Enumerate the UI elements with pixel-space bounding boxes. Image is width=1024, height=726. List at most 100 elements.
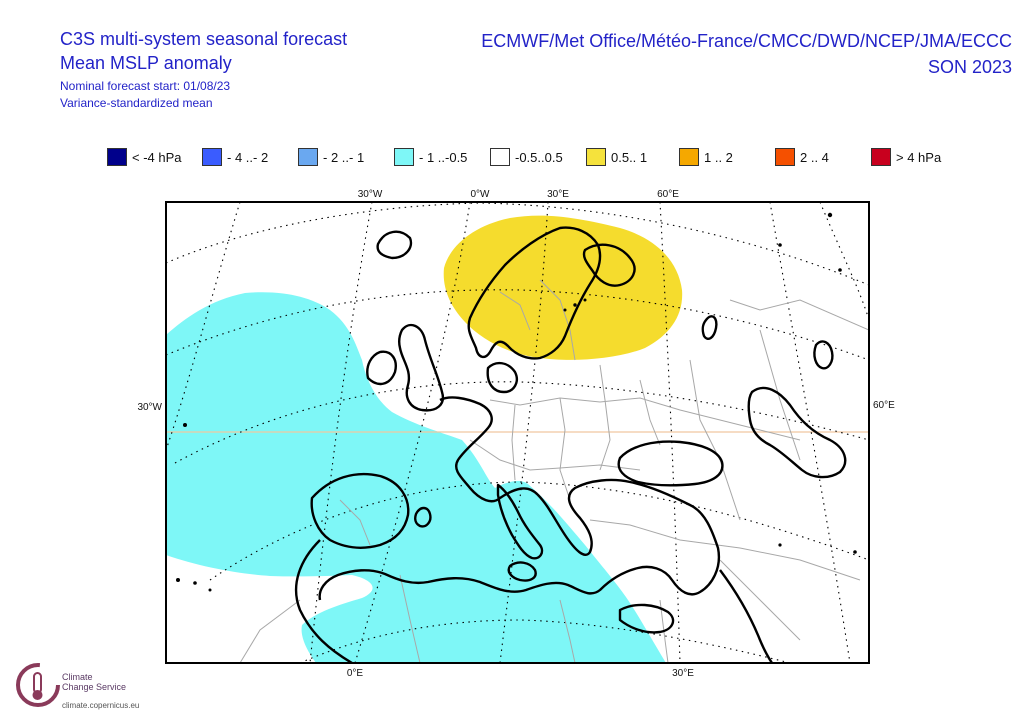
legend-label-6: 0.5.. 1 bbox=[611, 149, 648, 165]
map-title: C3S multi-system seasonal forecast bbox=[60, 29, 348, 49]
lon-label-top-3: 30°E bbox=[547, 189, 569, 200]
graticule-meridian-3 bbox=[354, 202, 471, 663]
header-right: ECMWF/Met Office/Météo-France/CMCC/DWD/N… bbox=[481, 28, 1012, 80]
coastline-scandinavia bbox=[467, 226, 602, 360]
border-line-13 bbox=[239, 599, 301, 663]
legend-swatch-7 bbox=[679, 148, 699, 166]
copernicus-logo bbox=[12, 655, 60, 716]
lon-label-bottom-1: 0°E bbox=[347, 668, 364, 679]
border-line-12 bbox=[589, 519, 861, 581]
border-line-17 bbox=[719, 559, 801, 641]
border-line-8 bbox=[759, 329, 801, 461]
country-borders bbox=[239, 279, 869, 663]
centres-text: ECMWF/Met Office/Météo-France/CMCC/DWD/N… bbox=[481, 31, 1012, 51]
legend-swatch-5 bbox=[490, 148, 510, 166]
map-subtitle: Mean MSLP anomaly bbox=[60, 53, 232, 73]
island-dot-3 bbox=[193, 581, 197, 585]
legend-item-1: < -4 hPa bbox=[107, 148, 182, 166]
island-dot-12 bbox=[853, 550, 857, 554]
island-dot-9 bbox=[563, 308, 567, 312]
legend-label-4: - 1 ..-0.5 bbox=[419, 149, 468, 165]
border-line-5 bbox=[599, 364, 611, 471]
graticule-parallel-2 bbox=[166, 289, 869, 361]
border-line-18 bbox=[339, 499, 371, 546]
logo-name-line1: Climate bbox=[62, 672, 93, 682]
legend-swatch-2 bbox=[202, 148, 222, 166]
legend-label-1: < -4 hPa bbox=[132, 149, 182, 165]
legend-label-2: - 4 ..- 2 bbox=[227, 149, 269, 165]
legend-swatch-9 bbox=[871, 148, 891, 166]
coastline-morocco bbox=[294, 539, 353, 663]
coastline-iceland bbox=[376, 230, 413, 260]
map-frame bbox=[165, 201, 870, 664]
negative-anomaly-region bbox=[166, 292, 666, 663]
border-line-10 bbox=[539, 279, 576, 361]
island-dot-7 bbox=[778, 243, 782, 247]
graticule bbox=[166, 202, 869, 663]
lon-label-top-4: 60°E bbox=[657, 189, 679, 200]
lat-label-left: 30°W bbox=[137, 402, 162, 413]
coastline-black-sea bbox=[617, 440, 724, 487]
legend-swatch-4 bbox=[394, 148, 414, 166]
coastline-kola bbox=[582, 243, 636, 287]
coastline-sicily bbox=[507, 561, 537, 582]
coastline-lake-1 bbox=[813, 340, 834, 370]
island-dot-2 bbox=[176, 578, 180, 582]
coastline-sardinia bbox=[414, 506, 432, 528]
logo-text: Climate Change Service bbox=[62, 672, 126, 692]
method-text: Variance-standardized mean bbox=[60, 96, 213, 110]
border-line-2 bbox=[469, 439, 641, 471]
legend-item-9: > 4 hPa bbox=[871, 148, 941, 166]
legend-label-7: 1 .. 2 bbox=[704, 149, 733, 165]
season-text: SON 2023 bbox=[927, 57, 1012, 77]
coastline-britain bbox=[397, 323, 445, 412]
small-islands bbox=[176, 212, 857, 592]
title-block: C3S multi-system seasonal forecast Mean … bbox=[60, 28, 347, 111]
border-line-11 bbox=[499, 291, 531, 331]
legend-swatch-1 bbox=[107, 148, 127, 166]
legend-label-5: -0.5..0.5 bbox=[515, 149, 563, 165]
legend-swatch-3 bbox=[298, 148, 318, 166]
graticule-parallel-3 bbox=[174, 381, 869, 464]
coastlines bbox=[294, 226, 847, 663]
coastline-caspian-sea bbox=[747, 386, 847, 479]
border-line-7 bbox=[689, 359, 741, 521]
border-line-1 bbox=[489, 397, 801, 441]
legend-item-7: 1 .. 2 bbox=[679, 148, 733, 166]
logo-name-line2: Change Service bbox=[62, 682, 127, 692]
legend-item-2: - 4 ..- 2 bbox=[202, 148, 268, 166]
island-dot-5 bbox=[827, 212, 833, 218]
coastline-mediterranean bbox=[318, 396, 721, 601]
climate-change-service-icon bbox=[16, 663, 60, 707]
legend-item-4: - 1 ..-0.5 bbox=[394, 148, 467, 166]
border-line-6 bbox=[639, 379, 661, 446]
legend-item-3: - 2 ..- 1 bbox=[298, 148, 364, 166]
legend-label-9: > 4 hPa bbox=[896, 149, 942, 165]
graticule-meridian-6 bbox=[769, 202, 851, 663]
graticule-meridian-5 bbox=[659, 202, 681, 663]
border-line-4 bbox=[559, 397, 571, 501]
lon-label-bottom-2: 30°E bbox=[672, 668, 694, 679]
map-content bbox=[166, 202, 869, 663]
legend-label-3: - 2 ..- 1 bbox=[323, 149, 365, 165]
logo-url: climate.copernicus.eu bbox=[62, 701, 140, 710]
island-dot-10 bbox=[583, 298, 587, 302]
forecast-start-text: Nominal forecast start: 01/08/23 bbox=[60, 79, 231, 93]
lon-label-top-1: 30°W bbox=[358, 189, 383, 200]
legend-item-5: -0.5..0.5 bbox=[490, 148, 563, 166]
border-line-9 bbox=[729, 299, 869, 331]
lon-label-top-2: 0°W bbox=[471, 189, 491, 200]
island-dot-11 bbox=[778, 543, 782, 547]
coastline-cyprus bbox=[618, 603, 675, 634]
logo-ring bbox=[16, 663, 60, 707]
thermometer-bulb bbox=[32, 690, 43, 700]
coastline-lake-2 bbox=[701, 315, 718, 340]
axis-labels: 30°W 0°W 30°E 60°E 0°E 30°E 30°W 60°E bbox=[137, 189, 895, 679]
island-dot-6 bbox=[838, 268, 842, 272]
island-dot-1 bbox=[183, 423, 187, 427]
border-line-15 bbox=[559, 599, 576, 663]
legend-item-8: 2 .. 4 bbox=[775, 148, 829, 166]
border-line-16 bbox=[659, 599, 669, 663]
border-line-14 bbox=[399, 574, 421, 663]
